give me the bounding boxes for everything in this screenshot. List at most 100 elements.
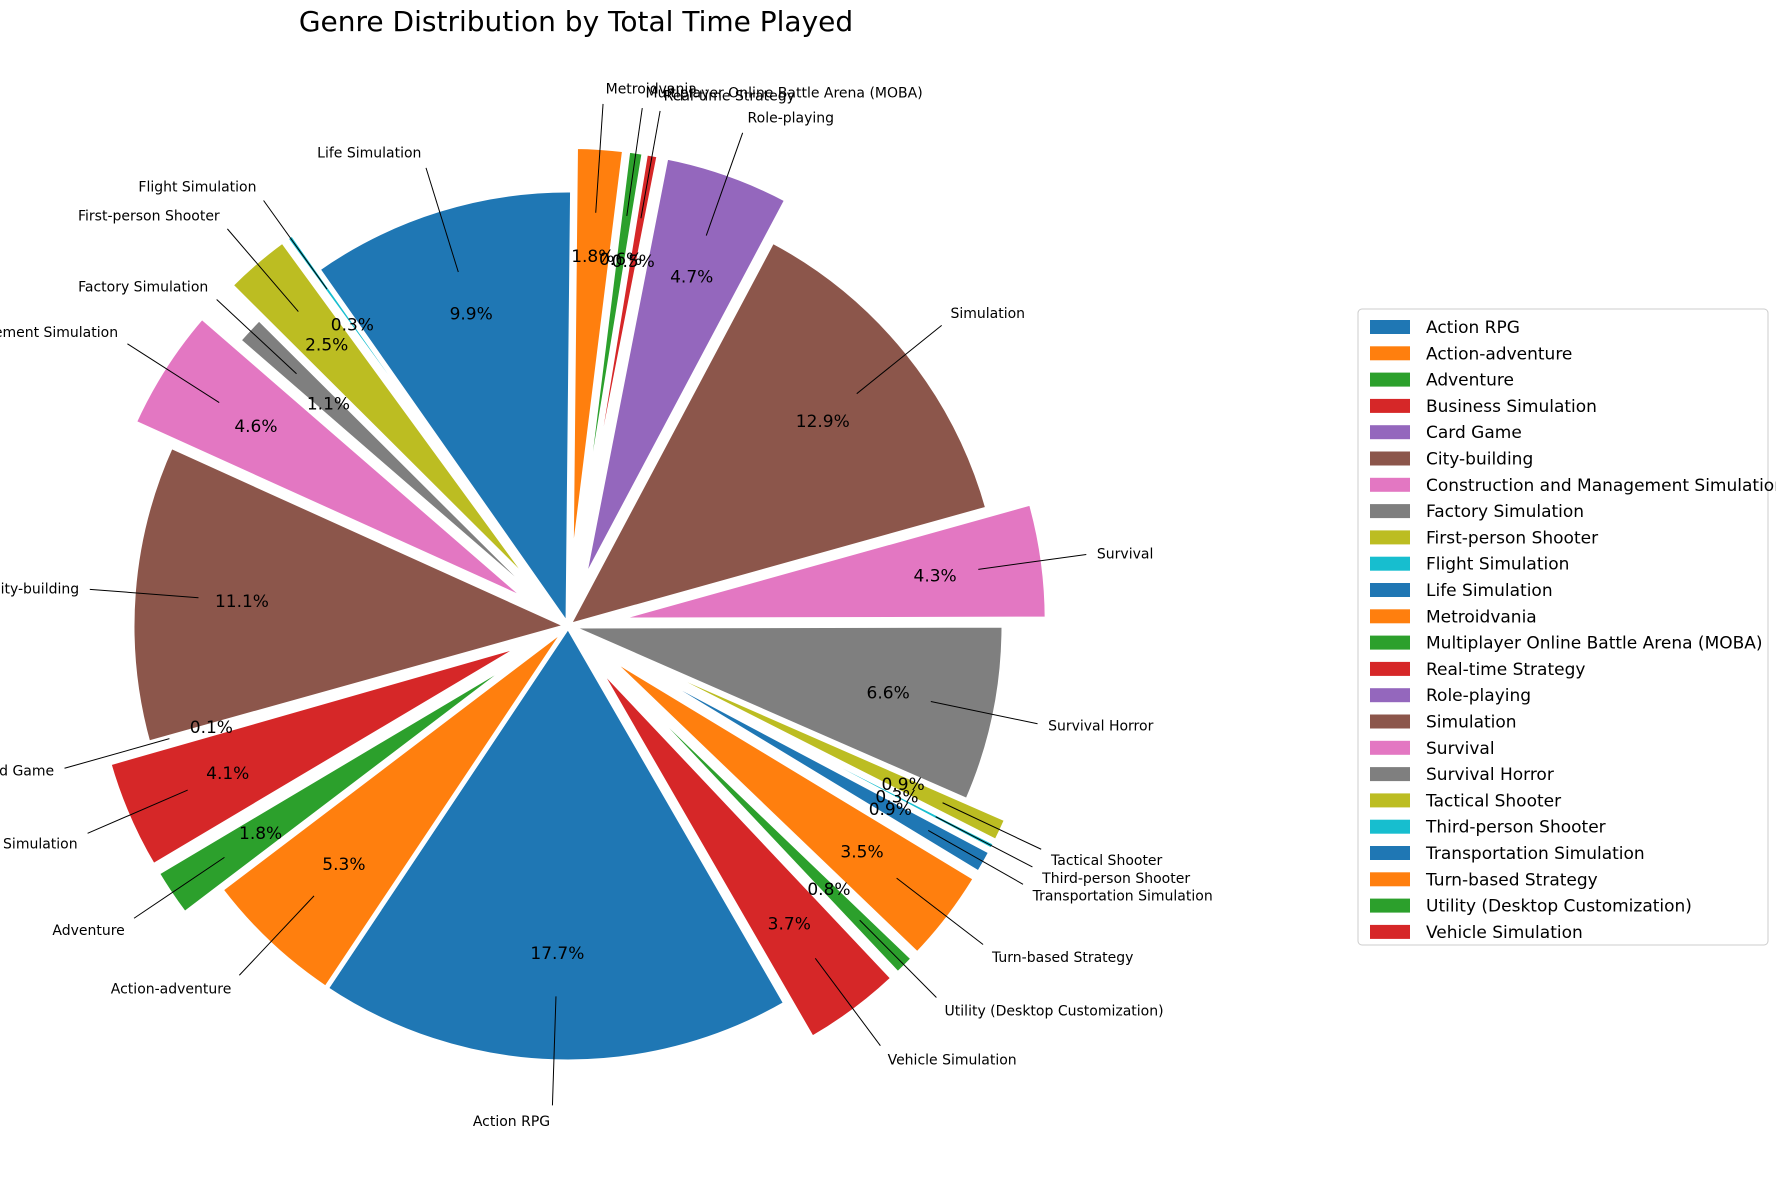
pct-city-building: 11.1% bbox=[215, 592, 269, 612]
leader-city-building bbox=[89, 588, 199, 599]
pct-card-game: 0.1% bbox=[190, 718, 233, 738]
pct-vehicle-simulation: 3.7% bbox=[768, 914, 811, 934]
legend-item-life-simulation: Life Simulation bbox=[1370, 581, 1553, 601]
leader-flight-simulation bbox=[263, 200, 328, 290]
legend-swatch bbox=[1370, 320, 1410, 334]
legend-label: Adventure bbox=[1426, 371, 1514, 391]
legend-item-flight-simulation: Flight Simulation bbox=[1370, 555, 1569, 575]
leader-business-simulation bbox=[87, 789, 188, 834]
legend-swatch bbox=[1370, 740, 1410, 755]
legend-swatch bbox=[1370, 661, 1410, 676]
legend-label: Card Game bbox=[1426, 423, 1522, 443]
label-multiplayer-online-battle-arena-moba: Multiplayer Online Battle Arena (MOBA) bbox=[646, 85, 923, 101]
legend-label: Action RPG bbox=[1426, 318, 1520, 338]
leader-third-person-shooter bbox=[935, 816, 1033, 868]
leader-simulation bbox=[856, 324, 942, 395]
legend-swatch bbox=[1370, 504, 1410, 519]
pct-action-adventure: 5.3% bbox=[322, 855, 365, 875]
pct-survival: 4.3% bbox=[914, 566, 957, 586]
label-survival: Survival bbox=[1097, 546, 1153, 562]
pct-adventure: 1.8% bbox=[239, 824, 282, 844]
legend: Action RPG Action-adventure Adventure Busin… bbox=[1357, 308, 1776, 946]
legend-swatch bbox=[1370, 556, 1410, 571]
legend-swatch bbox=[1370, 846, 1410, 860]
label-business-simulation: Business Simulation bbox=[0, 837, 78, 853]
pct-real-time-strategy: 0.5% bbox=[612, 252, 655, 272]
legend-swatch bbox=[1370, 714, 1410, 729]
legend-label: Business Simulation bbox=[1426, 397, 1597, 417]
pct-simulation: 12.9% bbox=[796, 412, 850, 432]
legend-swatch bbox=[1370, 688, 1410, 703]
pct-transportation-simulation: 0.9% bbox=[869, 800, 912, 820]
legend-item-transportation-simulation: Transportation Simulation bbox=[1370, 844, 1645, 864]
pct-survival-horror: 6.6% bbox=[867, 684, 910, 704]
legend-label: Third-person Shooter bbox=[1425, 818, 1606, 838]
legend-swatch bbox=[1370, 635, 1410, 650]
pct-turn-based-strategy: 3.5% bbox=[840, 843, 883, 863]
legend-label: Action-adventure bbox=[1426, 344, 1572, 364]
leader-turn-based-strategy bbox=[896, 877, 984, 945]
label-transportation-simulation: Transportation Simulation bbox=[1032, 889, 1213, 905]
pct-flight-simulation: 0.3% bbox=[331, 316, 374, 336]
pct-role-playing: 4.7% bbox=[670, 268, 713, 288]
label-adventure: Adventure bbox=[52, 923, 124, 939]
legend-swatch bbox=[1370, 819, 1410, 834]
legend-label: City-building bbox=[1426, 450, 1533, 470]
legend-label: Construction and Management Simulation bbox=[1426, 476, 1776, 496]
leader-lines bbox=[64, 103, 1087, 1106]
legend-label: Vehicle Simulation bbox=[1426, 923, 1583, 943]
label-card-game: Card Game bbox=[0, 764, 54, 780]
legend-swatch bbox=[1370, 898, 1410, 913]
label-tactical-shooter: Tactical Shooter bbox=[1050, 853, 1162, 869]
legend-item-factory-simulation: Factory Simulation bbox=[1370, 502, 1584, 522]
label-survival-horror: Survival Horror bbox=[1048, 719, 1154, 735]
legend-label: Real-time Strategy bbox=[1426, 660, 1585, 680]
legend-label: Life Simulation bbox=[1426, 581, 1553, 601]
leader-action-rpg bbox=[551, 996, 557, 1106]
label-city-building: City-building bbox=[0, 582, 79, 598]
pie-slices bbox=[103, 144, 1050, 1065]
legend-item-business-simulation: Business Simulation bbox=[1370, 397, 1597, 417]
legend-label: Simulation bbox=[1426, 713, 1517, 733]
legend-item-adventure: Adventure bbox=[1370, 371, 1514, 391]
legend-item-multiplayer-online-battle-arena-moba: Multiplayer Online Battle Arena (MOBA) bbox=[1370, 634, 1763, 654]
label-action-adventure: Action-adventure bbox=[111, 982, 232, 998]
leader-life-simulation bbox=[425, 167, 459, 273]
legend-item-third-person-shooter: Third-person Shooter bbox=[1370, 818, 1606, 838]
legend-item-utility-desktop-customization: Utility (Desktop Customization) bbox=[1370, 897, 1692, 917]
leader-metroidvania bbox=[595, 103, 604, 213]
pct-life-simulation: 9.9% bbox=[450, 305, 493, 325]
legend-frame bbox=[1357, 308, 1769, 946]
legend-swatch bbox=[1370, 583, 1410, 597]
legend-swatch bbox=[1370, 767, 1410, 782]
label-simulation: Simulation bbox=[950, 306, 1025, 322]
label-factory-simulation: Factory Simulation bbox=[78, 280, 208, 296]
pct-third-person-shooter: 0.3% bbox=[875, 788, 918, 808]
leader-role-playing bbox=[705, 132, 744, 236]
legend-item-city-building: City-building bbox=[1370, 450, 1533, 470]
legend-label: Survival Horror bbox=[1426, 765, 1554, 785]
legend-item-card-game: Card Game bbox=[1370, 423, 1522, 443]
legend-label: First-person Shooter bbox=[1426, 528, 1598, 548]
legend-item-action-rpg: Action RPG bbox=[1370, 318, 1520, 338]
pct-multiplayer-online-battle-arena-moba: 0.6% bbox=[599, 250, 642, 270]
legend-item-survival-horror: Survival Horror bbox=[1370, 765, 1554, 785]
label-real-time-strategy: Real-time Strategy bbox=[664, 88, 795, 104]
legend-item-simulation: Simulation bbox=[1370, 713, 1517, 733]
legend-item-first-person-shooter: First-person Shooter bbox=[1370, 528, 1598, 548]
legend-swatch bbox=[1370, 872, 1410, 887]
legend-item-tactical-shooter: Tactical Shooter bbox=[1370, 791, 1561, 811]
leader-adventure bbox=[133, 856, 225, 919]
label-role-playing: Role-playing bbox=[748, 111, 835, 127]
legend-item-metroidvania: Metroidvania bbox=[1370, 607, 1537, 627]
legend-item-construction-and-management-simulation: Construction and Management Simulation bbox=[1370, 476, 1776, 496]
legend-label: Multiplayer Online Battle Arena (MOBA) bbox=[1426, 634, 1763, 654]
pct-action-rpg: 17.7% bbox=[530, 944, 584, 964]
pct-utility-desktop-customization: 0.8% bbox=[807, 880, 850, 900]
label-third-person-shooter: Third-person Shooter bbox=[1041, 871, 1190, 887]
label-turn-based-strategy: Turn-based Strategy bbox=[991, 950, 1133, 966]
label-utility-desktop-customization: Utility (Desktop Customization) bbox=[945, 1004, 1164, 1020]
legend-swatch bbox=[1370, 477, 1410, 492]
label-construction-and-management-simulation: Construction and Management Simulation bbox=[0, 325, 118, 341]
legend-item-turn-based-strategy: Turn-based Strategy bbox=[1370, 870, 1598, 890]
